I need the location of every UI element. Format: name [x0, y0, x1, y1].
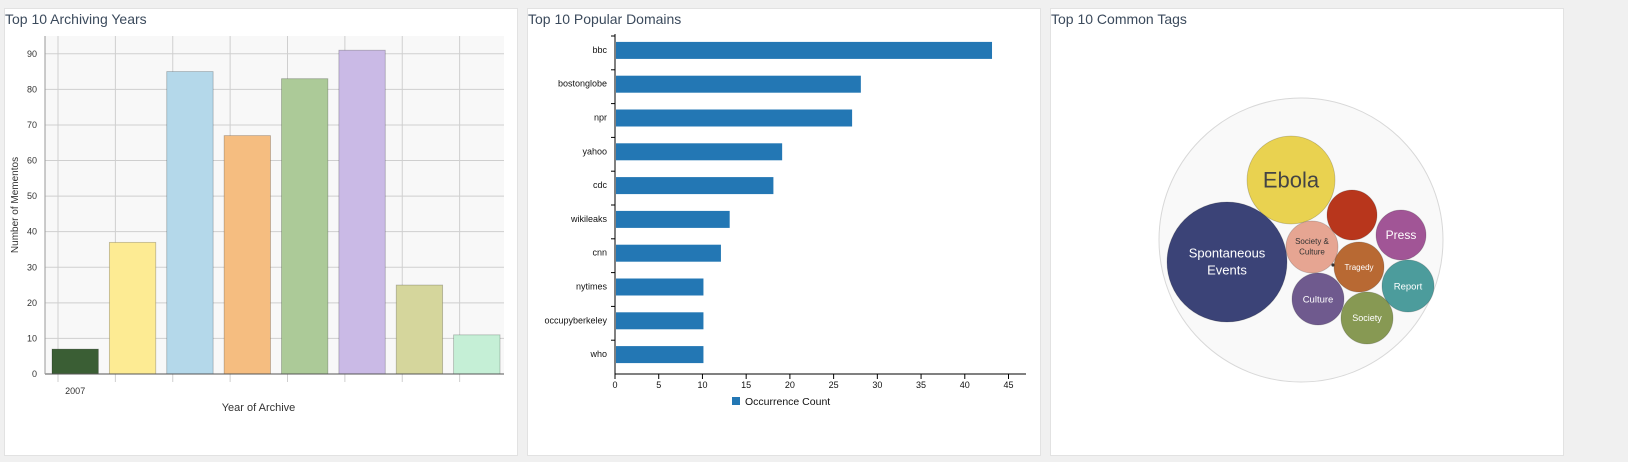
y-tick-label: 0 [32, 369, 37, 379]
y-tick-label: 10 [27, 333, 37, 343]
year-bar[interactable] [108, 241, 157, 375]
tag-bubble[interactable] [1381, 259, 1435, 313]
tag-label: Society & [1295, 237, 1329, 246]
x-tick-label: 2007 [65, 386, 85, 396]
domain-bar[interactable] [616, 244, 721, 262]
year-bar[interactable] [453, 334, 501, 375]
year-bar[interactable] [281, 78, 329, 375]
tag-bubble[interactable] [1326, 189, 1378, 241]
archiving-years-title: Top 10 Archiving Years [5, 11, 147, 27]
y-axis-label: Number of Mementos [10, 157, 21, 253]
tiny-tag-bubble[interactable] [1331, 263, 1335, 267]
year-bar[interactable] [223, 135, 271, 375]
tag-label: Spontaneous [1189, 245, 1266, 260]
x-axis-label: Year of Archive [222, 402, 296, 414]
domain-bar[interactable] [616, 278, 704, 296]
archiving-years-chart: 0 10 20 30 40 50 60 70 80 90 2007 Year of Archive Nu… [10, 36, 504, 414]
tag-label: Events [1207, 262, 1247, 277]
domain-label: occupyberkeley [544, 315, 607, 325]
year-bar[interactable] [166, 71, 214, 375]
x-tick-label: 0 [612, 380, 617, 390]
domain-bar[interactable] [616, 177, 774, 195]
y-tick-label: 80 [27, 84, 37, 94]
year-bar[interactable] [338, 49, 386, 375]
year-bar[interactable] [51, 348, 99, 375]
tag-bubble[interactable] [1333, 241, 1385, 293]
x-tick-label: 20 [785, 380, 795, 390]
domain-label: cdc [593, 180, 608, 190]
popular-domains-panel: Top 10 Popular Domains bbc bostonglobe npr… [527, 8, 1041, 456]
domain-label: nytimes [576, 282, 608, 292]
domain-bar[interactable] [616, 75, 861, 93]
tag-bubble[interactable] [1291, 272, 1345, 326]
domain-label: who [589, 349, 607, 359]
tag-label: Culture [1299, 248, 1325, 257]
x-tick-label: 45 [1004, 380, 1014, 390]
legend-swatch [732, 397, 740, 405]
x-tick-label: 30 [872, 380, 882, 390]
tag-bubble[interactable] [1166, 201, 1288, 323]
domain-bar[interactable] [616, 312, 704, 330]
y-tick-label: 60 [27, 156, 37, 166]
domain-label: yahoo [582, 146, 607, 156]
common-tags-title: Top 10 Common Tags [1051, 11, 1187, 27]
y-tick-label: 90 [27, 49, 37, 59]
domain-label: bostonglobe [558, 79, 607, 89]
popular-domains-title: Top 10 Popular Domains [528, 11, 682, 27]
tag-bubble[interactable] [1340, 291, 1394, 345]
tag-bubble[interactable] [1285, 220, 1339, 274]
y-tick-label: 40 [27, 227, 37, 237]
common-tags-panel: Top 10 Common Tags Spontaneous Events Ebol… [1050, 8, 1564, 456]
x-tick-label: 5 [656, 380, 661, 390]
tag-bubble[interactable] [1375, 209, 1427, 261]
domain-bar[interactable] [616, 210, 730, 228]
common-tags-chart: Spontaneous Events Ebola Press Society & Cult… [1158, 97, 1444, 383]
domain-bar[interactable] [616, 41, 993, 59]
y-tick-label: 20 [27, 298, 37, 308]
x-tick-label: 40 [960, 380, 970, 390]
tag-label: Ebola [1263, 168, 1320, 193]
archiving-years-panel: Top 10 Archiving Years 0 10 20 30 40 50 60 70 80… [4, 8, 518, 456]
tag-label: Report [1394, 281, 1423, 292]
x-tick-label: 15 [741, 380, 751, 390]
domain-label: bbc [592, 45, 607, 55]
tag-label: Tragedy [1344, 263, 1373, 272]
tag-label: Society [1352, 313, 1382, 323]
x-tick-label: 10 [697, 380, 707, 390]
y-tick-label: 70 [27, 120, 37, 130]
domain-label: cnn [592, 248, 607, 258]
tag-label: Culture [1303, 294, 1334, 305]
tag-label: Press [1386, 228, 1417, 242]
legend-label: Occurrence Count [745, 396, 830, 408]
domain-label: wikileaks [570, 214, 608, 224]
domain-bar[interactable] [616, 346, 704, 364]
y-tick-label: 30 [27, 262, 37, 272]
tag-bubble[interactable] [1246, 135, 1336, 225]
domain-label: npr [594, 113, 607, 123]
popular-domains-chart: bbc bostonglobe npr yahoo cdc wikileaks cnn nyt… [544, 34, 1026, 408]
domain-bar[interactable] [616, 143, 783, 161]
x-tick-label: 35 [916, 380, 926, 390]
y-tick-label: 50 [27, 191, 37, 201]
x-tick-label: 25 [829, 380, 839, 390]
year-bar[interactable] [395, 284, 444, 375]
domain-bar[interactable] [616, 109, 853, 127]
